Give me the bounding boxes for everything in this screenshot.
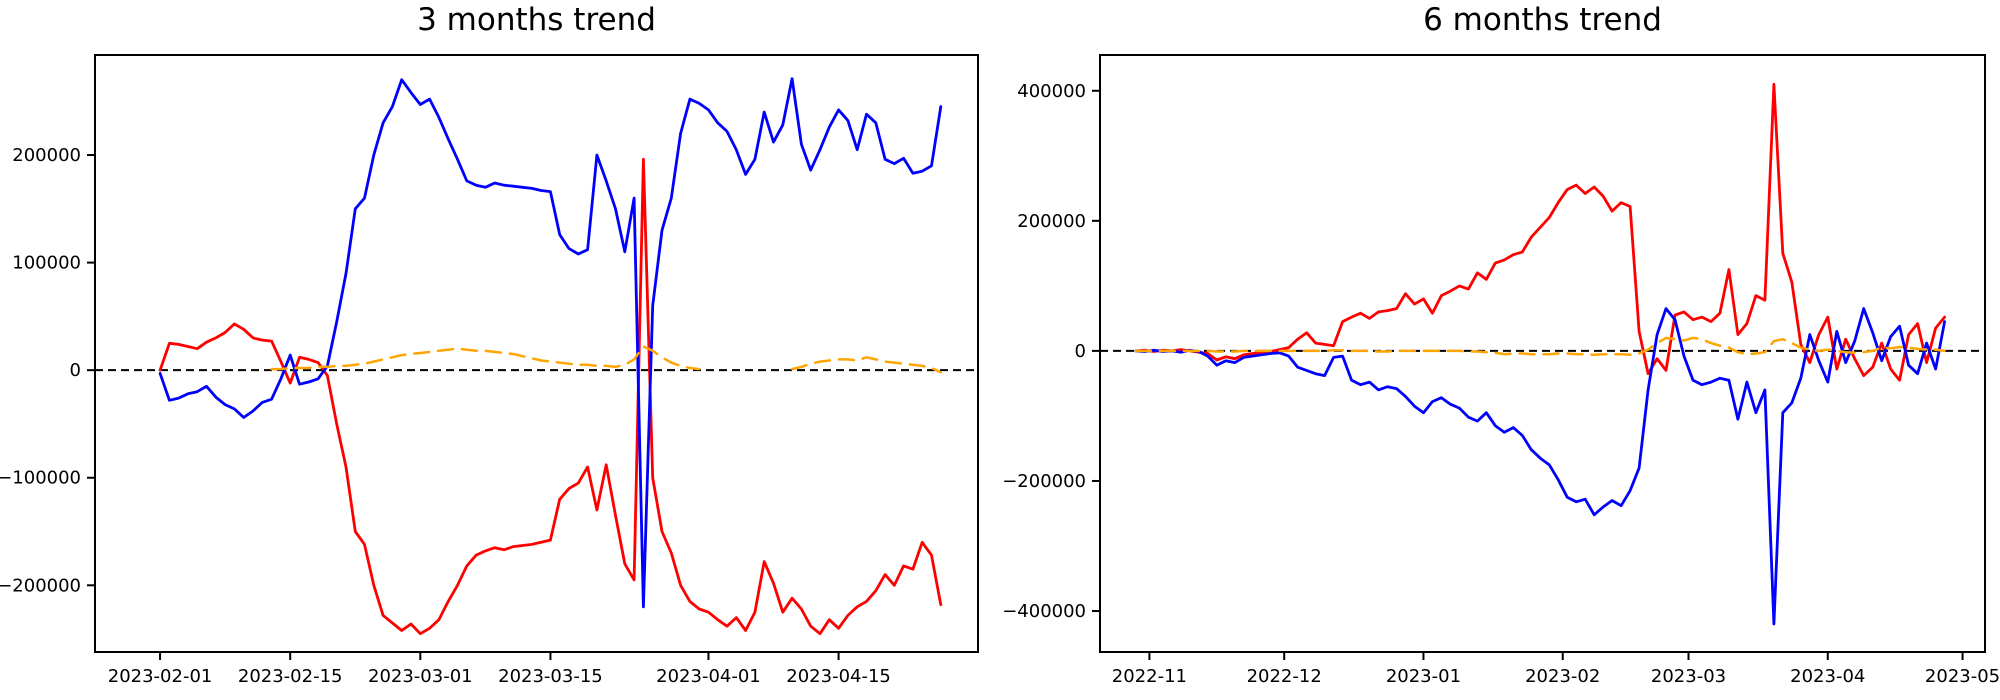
y-tick-label: 200000 bbox=[1017, 211, 1086, 232]
orange-series-line bbox=[1134, 336, 1946, 357]
x-tick-label: 2023-04-15 bbox=[786, 666, 891, 687]
red-series-line bbox=[158, 157, 943, 636]
red-series-line bbox=[1134, 82, 1946, 382]
y-tick-label: −200000 bbox=[1002, 471, 1086, 492]
x-tick-label: 2022-11 bbox=[1112, 666, 1187, 687]
x-tick-label: 2023-04 bbox=[1790, 666, 1865, 687]
chart-title-6-months: 6 months trend bbox=[1423, 2, 1662, 38]
y-tick-label: −200000 bbox=[0, 575, 81, 596]
x-tick-label: 2023-02-01 bbox=[108, 666, 213, 687]
x-tick-label: 2022-12 bbox=[1247, 666, 1322, 687]
y-tick-label: −400000 bbox=[1002, 601, 1086, 622]
x-tick-label: 2023-02 bbox=[1525, 666, 1600, 687]
x-tick-label: 2023-04-01 bbox=[656, 666, 761, 687]
plot-border bbox=[1099, 54, 1986, 653]
blue-series-line bbox=[158, 77, 943, 609]
x-tick-label: 2023-02-15 bbox=[238, 666, 343, 687]
chart-title-3-months: 3 months trend bbox=[417, 2, 656, 38]
plot-border bbox=[94, 54, 979, 653]
y-tick-label: 0 bbox=[1075, 341, 1086, 362]
y-tick-label: 400000 bbox=[1017, 81, 1086, 102]
x-tick-label: 2023-03 bbox=[1651, 666, 1726, 687]
y-tick-label: 0 bbox=[70, 360, 81, 381]
x-tick-label: 2023-03-15 bbox=[498, 666, 603, 687]
y-tick-label: −100000 bbox=[0, 468, 81, 489]
y-tick-label: 200000 bbox=[12, 145, 81, 166]
orange-series-line bbox=[790, 356, 943, 374]
blue-series-line bbox=[1134, 307, 1946, 626]
x-tick-label: 2023-05 bbox=[1925, 666, 2000, 687]
y-tick-label: 100000 bbox=[12, 253, 81, 274]
x-tick-label: 2023-03-01 bbox=[368, 666, 473, 687]
orange-series-line bbox=[270, 345, 701, 371]
x-tick-label: 2023-01 bbox=[1386, 666, 1461, 687]
